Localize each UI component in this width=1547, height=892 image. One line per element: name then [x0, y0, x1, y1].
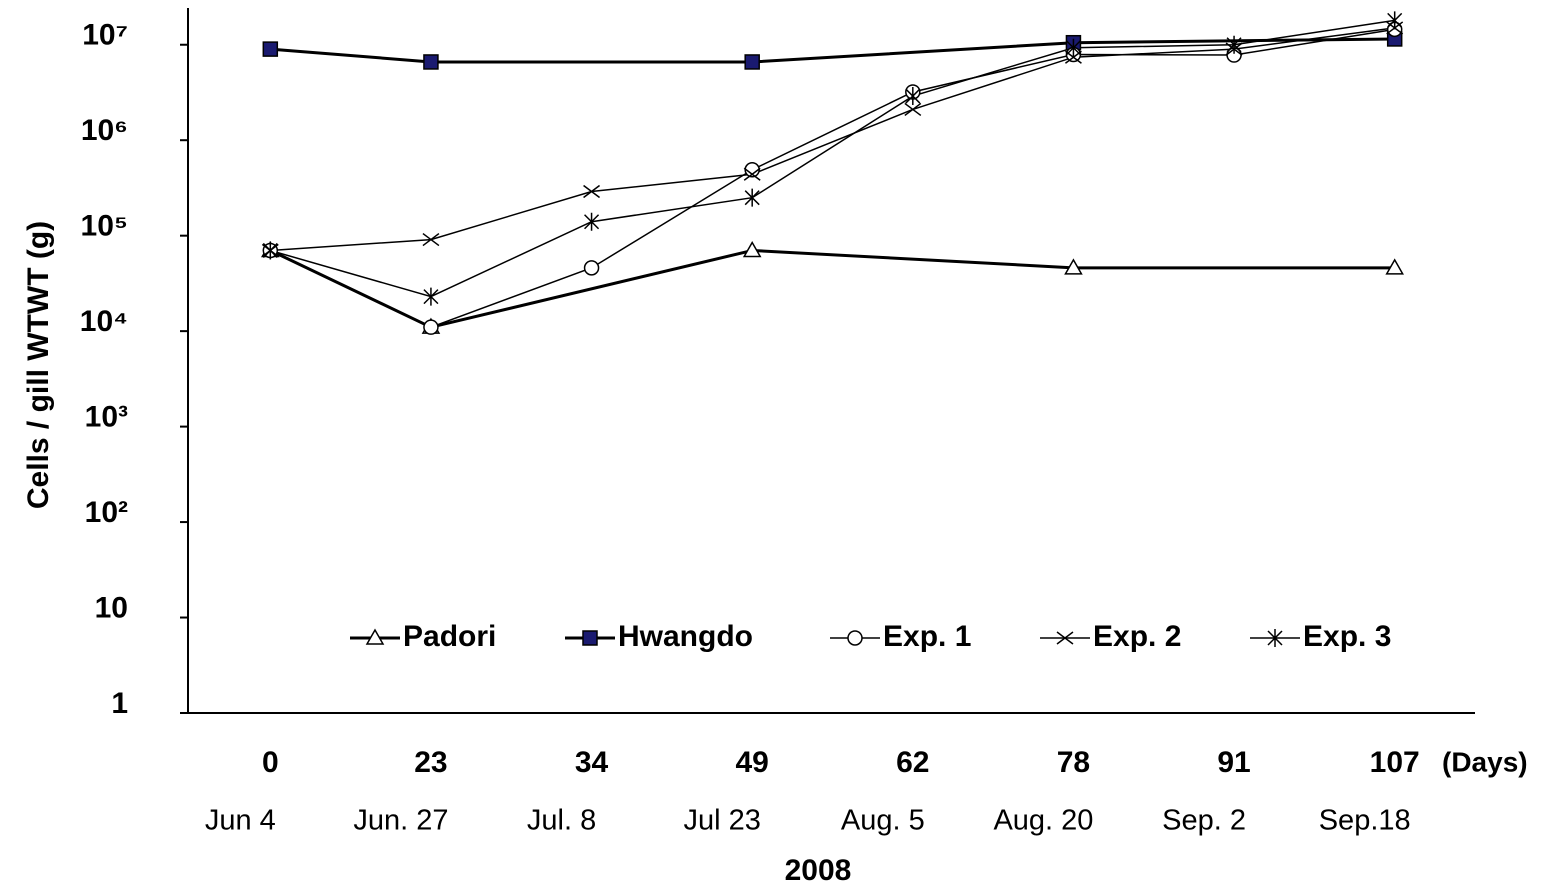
date-label: Aug. 20	[993, 805, 1093, 837]
y-tick-label: 1	[111, 687, 128, 720]
x-axis-label: 2008	[785, 854, 852, 887]
date-label: Aug. 5	[841, 805, 925, 837]
marker	[1267, 629, 1283, 647]
marker	[744, 188, 760, 207]
marker	[583, 260, 600, 276]
marker	[1387, 11, 1403, 30]
marker	[365, 628, 385, 645]
marker	[423, 319, 439, 335]
marker	[1226, 35, 1242, 54]
marker	[262, 41, 279, 57]
series-line	[269, 28, 1395, 328]
y-tick-label: 10²	[85, 496, 128, 529]
marker	[743, 167, 761, 181]
x-unit: (Days)	[1442, 746, 1528, 777]
x-tick-label: 62	[896, 746, 929, 779]
y-tick-label: 10⁶	[81, 114, 128, 147]
date-label: Sep. 2	[1162, 805, 1246, 837]
legend-item: Exp. 2	[1040, 620, 1181, 653]
marker	[582, 630, 598, 646]
marker	[744, 54, 760, 70]
date-label: Jul. 8	[527, 805, 596, 837]
x-tick-label: 49	[736, 746, 769, 779]
legend-label: Exp. 1	[883, 620, 971, 653]
x-tick-label: 23	[414, 746, 447, 779]
series-line	[269, 248, 1395, 329]
marker	[847, 630, 863, 646]
x-tick-label: 34	[575, 746, 609, 779]
legend-item: Exp. 1	[830, 620, 971, 653]
x-tick-label: 91	[1217, 746, 1250, 779]
marker	[423, 54, 439, 70]
y-tick-label: 10⁴	[80, 305, 128, 338]
y-tick-label: 10⁵	[81, 210, 128, 243]
marker	[422, 232, 440, 247]
legend-item: Hwangdo	[565, 620, 753, 653]
x-tick-label: 107	[1370, 746, 1420, 779]
y-axis-label: Cells / gill WTWT (g)	[22, 221, 55, 509]
series-line	[270, 27, 1395, 252]
series-line	[270, 37, 1395, 64]
legend-item: Padori	[350, 620, 496, 653]
legend-label: Padori	[403, 620, 496, 653]
date-label: Sep.18	[1319, 805, 1411, 837]
y-tick-label: 10	[95, 591, 128, 624]
y-tick-label: 10⁷	[82, 19, 128, 52]
marker	[1065, 38, 1081, 57]
legend-label: Exp. 3	[1303, 620, 1391, 653]
marker	[583, 184, 601, 199]
legend-label: Hwangdo	[618, 620, 753, 653]
marker	[584, 212, 600, 231]
x-tick-label: 78	[1057, 746, 1090, 779]
date-label: Jul 23	[683, 805, 760, 837]
date-label: Jun. 27	[353, 805, 448, 837]
marker	[423, 287, 439, 306]
marker	[1064, 258, 1083, 275]
legend-item: Exp. 3	[1250, 620, 1391, 653]
marker	[905, 87, 921, 106]
marker	[1385, 258, 1404, 275]
marker	[262, 241, 278, 260]
marker	[904, 102, 922, 117]
date-label: Jun 4	[205, 805, 276, 837]
legend-label: Exp. 2	[1093, 620, 1181, 653]
marker	[1056, 631, 1074, 645]
y-tick-label: 10³	[85, 401, 128, 434]
marker	[742, 240, 762, 258]
series-line	[270, 19, 1395, 298]
x-tick-label: 0	[262, 746, 279, 779]
